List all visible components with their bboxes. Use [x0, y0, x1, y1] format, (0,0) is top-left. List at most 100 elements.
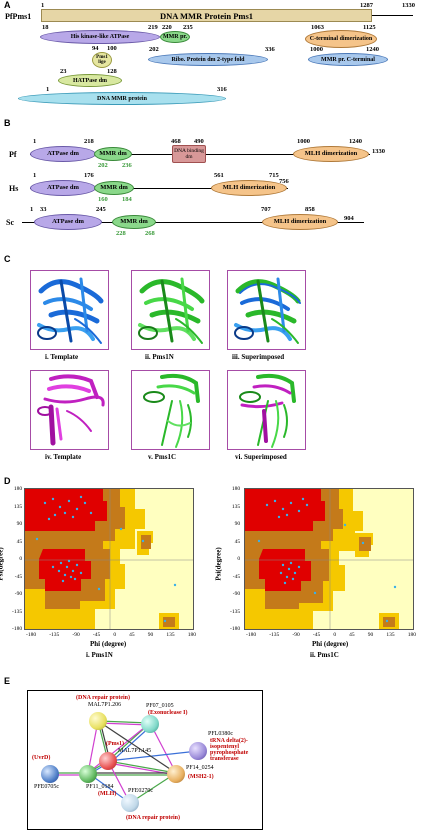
network-node[interactable] — [121, 794, 139, 812]
phi-tick: 90 — [147, 632, 154, 638]
psi-tick: 180 — [231, 486, 241, 492]
psi-tick: 180 — [13, 486, 23, 492]
sc-atpase-domain: ATPase dm — [34, 214, 102, 230]
network-node[interactable] — [41, 765, 59, 783]
phi-tick: -45 — [312, 632, 321, 638]
his-kinase-domain: His kinase-like ATPase — [40, 30, 160, 44]
network-node[interactable] — [89, 712, 107, 730]
node-id-label: PFE0705c — [34, 784, 60, 790]
a-num-1: 1 — [46, 86, 50, 93]
structure-template-c — [30, 370, 109, 450]
a-num-235: 235 — [183, 24, 193, 31]
phi-tick: -180 — [246, 632, 257, 638]
a-num-336: 336 — [265, 46, 275, 53]
species-hs: Hs — [9, 184, 19, 193]
node-id-label: MAL7P1.206 — [88, 702, 122, 708]
psi-axis-label-2: Psi(degree) — [214, 547, 223, 581]
caption-superimposed-c: vi. Superimposed — [235, 453, 287, 461]
node-desc-label: (MLH) — [98, 791, 117, 797]
node-desc-label: (DNA repair protein) — [126, 815, 180, 821]
structure-template-n — [30, 270, 109, 350]
psi-tick: -90 — [232, 591, 241, 597]
psi-tick: 0 — [19, 556, 23, 562]
structure-superimposed-n — [227, 270, 306, 350]
phi-tick: -90 — [72, 632, 80, 638]
a-num-1063: 1063 — [311, 24, 324, 31]
caption-template-c: iv. Template — [45, 453, 82, 461]
network-node[interactable] — [79, 765, 97, 783]
pf-num-218: 218 — [84, 138, 94, 145]
psi-ticks-2: 180 135 90 45 0 -45 -90 -135 -180 — [230, 486, 240, 632]
network-node[interactable] — [167, 765, 185, 783]
network-node[interactable] — [189, 742, 207, 760]
panel-e-label: E — [4, 676, 11, 686]
a-start-num: 1 — [41, 2, 45, 9]
network-node[interactable] — [141, 715, 159, 733]
psi-tick: 90 — [234, 521, 241, 527]
sc-mlh-domain: MLH dimerization — [262, 214, 338, 230]
protein-name: PfPms1 — [5, 12, 32, 21]
a-num-94: 94 — [92, 45, 99, 52]
sc-num-33: 33 — [40, 206, 47, 213]
psi-tick: 45 — [234, 538, 241, 545]
a-num-220: 220 — [162, 24, 172, 31]
a-num-1125: 1125 — [363, 24, 376, 31]
a-end1-num: 1287 — [360, 2, 373, 9]
a-end2-num: 1330 — [402, 2, 415, 9]
sc-num-1: 1 — [30, 206, 34, 213]
psi-tick: 90 — [16, 521, 23, 527]
pms1-lige-domain: Pms1 lige — [92, 52, 112, 68]
a-num-202: 202 — [149, 46, 159, 53]
ribo-protein-domain: Ribo. Protein dm 2-type fold — [148, 53, 268, 66]
node-id-label: PF07_0105 — [146, 703, 174, 709]
psi-tick: -180 — [230, 626, 241, 632]
hatpase-domain: HATPase dm — [58, 74, 122, 87]
hs-num-715: 715 — [269, 172, 279, 179]
pf-num-468: 468 — [171, 138, 181, 145]
pf-mlh-domain: MLH dimerization — [293, 146, 369, 162]
node-desc-label: (MSH2-1) — [188, 774, 214, 780]
mmr-pr-domain: MMR pr. — [160, 31, 190, 43]
a-num-1240: 1240 — [366, 46, 379, 53]
sc-num-858: 858 — [305, 206, 315, 213]
structure-pms1n — [131, 270, 210, 350]
psi-tick: -45 — [14, 573, 23, 580]
species-pf: Pf — [9, 150, 17, 159]
psi-tick: 0 — [237, 556, 241, 562]
structure-superimposed-c — [227, 370, 306, 450]
psi-ticks-1: 180 135 90 45 0 -45 -90 -135 -180 — [12, 486, 22, 632]
caption-pms1n: ii. Pms1N — [145, 353, 174, 361]
caption-template-n: i. Template — [45, 353, 79, 361]
phi-ticks-2: -180 -135 -90 -45 0 45 90 135 180 — [246, 632, 416, 638]
phi-tick: 45 — [349, 632, 355, 638]
node-desc-label: (Exonuclease I) — [148, 710, 188, 716]
hs-line — [30, 188, 288, 189]
pf-num-1: 1 — [33, 138, 37, 145]
hs-num-1: 1 — [33, 172, 37, 179]
network-node[interactable] — [99, 752, 117, 770]
psi-axis-label-1: Psi(degree) — [0, 547, 5, 581]
species-sc: Sc — [6, 218, 14, 227]
node-id-label: PFE0270c — [128, 788, 154, 794]
dna-mmr-protein-domain: DNA MMR protein — [18, 92, 226, 105]
ramachandran-plot-pms1c — [244, 488, 414, 630]
caption-superimposed-n: iii. Superimposed — [232, 353, 285, 361]
phi-tick: -135 — [269, 632, 280, 638]
pf-mmr-domain: MMR dm — [94, 147, 132, 161]
a-num-23: 23 — [60, 68, 67, 75]
node-desc-label: tRNA delta(2)-isopentenyl pyrophosphate … — [210, 738, 249, 762]
sc-green-228: 228 — [116, 230, 126, 237]
caption-rama-pms1c: ii. Pms1C — [310, 651, 339, 659]
a-num-316: 316 — [217, 86, 227, 93]
caption-rama-pms1n: i. Pms1N — [86, 651, 113, 659]
phi-tick: 45 — [129, 632, 135, 638]
interaction-network: (DNA repair protein) MAL7P1.206 PF07_010… — [27, 690, 263, 830]
pf-green-236: 236 — [122, 162, 132, 169]
phi-tick: -180 — [26, 632, 37, 638]
hs-atpase-domain: ATPase dm — [30, 180, 96, 196]
phi-tick: 135 — [166, 632, 175, 638]
phi-tick: 0 — [333, 632, 337, 638]
phi-tick: -90 — [292, 632, 300, 638]
panel-d-label: D — [4, 476, 11, 486]
pf-green-202: 202 — [98, 162, 108, 169]
